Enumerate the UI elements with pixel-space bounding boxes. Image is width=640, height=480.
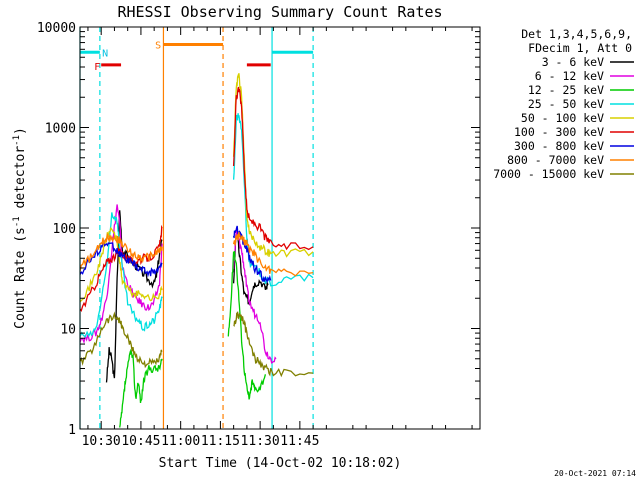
series-line — [232, 231, 314, 277]
y-tick-label: 1 — [68, 423, 76, 438]
series-line — [79, 212, 163, 338]
y-tick-label: 10 — [60, 323, 76, 338]
series-line — [232, 229, 269, 306]
y-axis-label-part: Count Rate (s — [13, 227, 28, 329]
flag-label: N — [102, 49, 108, 60]
y-axis-label: Count Rate (s-1 detector-1) — [12, 127, 28, 329]
legend-header-line: Det 1,3,4,5,6,9, — [521, 27, 632, 41]
series-line — [232, 86, 314, 251]
legend-entry-label: 25 - 50 keV — [528, 97, 604, 111]
series-line — [79, 239, 163, 278]
legend-header-line: FDecim 1, Att 0 — [528, 41, 632, 55]
x-tick-label: 10:45 — [121, 434, 160, 449]
legend-entry-label: 6 - 12 keV — [535, 69, 604, 83]
series-line — [227, 251, 267, 400]
legend: Det 1,3,4,5,6,9,FDecim 1, Att 03 - 6 keV… — [493, 27, 634, 181]
legend-entry-label: 100 - 300 keV — [514, 125, 604, 139]
y-axis-label-superscript: -1 — [12, 135, 22, 146]
legend-entry-label: 12 - 25 keV — [528, 83, 604, 97]
y-axis-label-superscript: -1 — [12, 216, 22, 227]
y-tick-label: 100 — [53, 222, 76, 237]
date-stamp: 20-Oct-2021 07:14 — [554, 469, 636, 478]
x-tick-label: 11:00 — [161, 434, 200, 449]
series-line — [232, 73, 314, 258]
y-tick-label: 10000 — [37, 21, 76, 36]
y-tick-label: 1000 — [45, 122, 76, 137]
y-axis-label-part: ) — [13, 127, 28, 135]
series-line — [79, 311, 163, 369]
y-axis-label-text: Count Rate (s-1 detector-1) — [12, 127, 28, 329]
series-line — [79, 204, 163, 344]
x-tick-label: 10:30 — [82, 434, 121, 449]
series-line — [119, 348, 163, 428]
series-line — [79, 233, 163, 272]
legend-entry-label: 800 - 7000 keV — [507, 153, 604, 167]
flag-label: S — [155, 40, 161, 51]
series-line — [79, 226, 163, 303]
x-tick-label: 11:45 — [280, 434, 319, 449]
x-tick-label: 11:30 — [241, 434, 280, 449]
legend-entry-label: 50 - 100 keV — [521, 111, 604, 125]
y-axis-label-part: detector — [13, 146, 28, 217]
legend-entry-label: 300 - 800 keV — [514, 139, 604, 153]
series-line — [79, 224, 163, 312]
flag-label: F — [94, 62, 100, 73]
legend-entry-label: 7000 - 15000 keV — [493, 167, 604, 181]
legend-entry-label: 3 - 6 keV — [542, 55, 604, 69]
x-tick-label: 11:15 — [201, 434, 240, 449]
x-axis-label: Start Time (14-Oct-02 10:18:02) — [159, 456, 402, 471]
series-line — [233, 311, 314, 378]
chart-title: RHESSI Observing Summary Count Rates — [117, 3, 442, 21]
